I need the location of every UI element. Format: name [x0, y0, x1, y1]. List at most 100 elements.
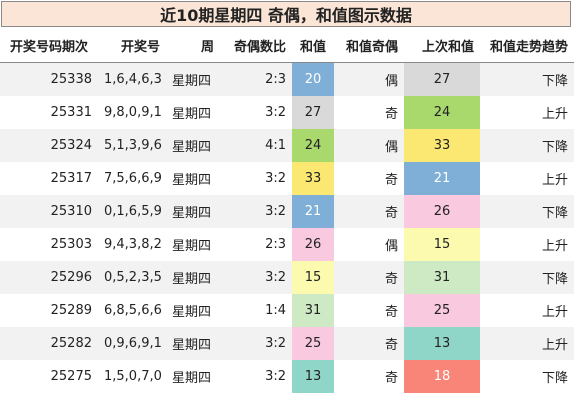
- cell-ratio: 4:1: [220, 129, 292, 162]
- table-row: 25303 9,4,3,8,2 星期四 2:3 26 偶 15 上升: [0, 228, 574, 261]
- cell-ratio: 2:3: [220, 228, 292, 261]
- cell-trend: 下降: [480, 129, 574, 162]
- cell-trend: 上升: [480, 228, 574, 261]
- cell-ratio: 3:2: [220, 261, 292, 294]
- cell-numbers: 9,4,3,8,2: [98, 228, 166, 261]
- cell-sum: 21: [292, 195, 334, 228]
- cell-weekday: 星期四: [166, 261, 220, 294]
- cell-trend: 下降: [480, 195, 574, 228]
- cell-parity: 偶: [334, 62, 404, 96]
- cell-sum: 13: [292, 360, 334, 393]
- header-weekday: 周: [166, 28, 220, 63]
- cell-numbers: 7,5,6,6,9: [98, 162, 166, 195]
- cell-issue: 25324: [0, 129, 98, 162]
- cell-issue: 25275: [0, 360, 98, 393]
- cell-prev-sum: 24: [404, 96, 480, 129]
- cell-issue: 25303: [0, 228, 98, 261]
- cell-ratio: 3:2: [220, 96, 292, 129]
- cell-sum: 15: [292, 261, 334, 294]
- cell-ratio: 1:4: [220, 294, 292, 327]
- table-row: 25317 7,5,6,6,9 星期四 3:2 33 奇 21 上升: [0, 162, 574, 195]
- cell-ratio: 2:3: [220, 62, 292, 96]
- cell-weekday: 星期四: [166, 294, 220, 327]
- cell-weekday: 星期四: [166, 96, 220, 129]
- cell-numbers: 0,5,2,3,5: [98, 261, 166, 294]
- cell-weekday: 星期四: [166, 195, 220, 228]
- cell-ratio: 3:2: [220, 327, 292, 360]
- cell-prev-sum: 21: [404, 162, 480, 195]
- cell-prev-sum: 18: [404, 360, 480, 393]
- cell-prev-sum: 27: [404, 62, 480, 96]
- cell-sum: 26: [292, 228, 334, 261]
- cell-prev-sum: 15: [404, 228, 480, 261]
- cell-issue: 25317: [0, 162, 98, 195]
- cell-ratio: 3:2: [220, 360, 292, 393]
- cell-weekday: 星期四: [166, 129, 220, 162]
- cell-prev-sum: 25: [404, 294, 480, 327]
- cell-parity: 奇: [334, 195, 404, 228]
- cell-weekday: 星期四: [166, 228, 220, 261]
- cell-trend: 上升: [480, 327, 574, 360]
- table-row: 25338 1,6,4,6,3 星期四 2:3 20 偶 27 下降: [0, 62, 574, 96]
- header-sum: 和值: [292, 28, 334, 63]
- cell-parity: 奇: [334, 294, 404, 327]
- cell-issue: 25282: [0, 327, 98, 360]
- header-row: 开奖号码期次 开奖号 周 奇偶数比 和值 和值奇偶 上次和值 和值走势趋势: [0, 28, 574, 63]
- cell-ratio: 3:2: [220, 195, 292, 228]
- cell-sum: 33: [292, 162, 334, 195]
- cell-trend: 下降: [480, 261, 574, 294]
- header-parity: 和值奇偶: [334, 28, 404, 63]
- cell-weekday: 星期四: [166, 360, 220, 393]
- cell-weekday: 星期四: [166, 327, 220, 360]
- cell-parity: 奇: [334, 261, 404, 294]
- cell-parity: 偶: [334, 129, 404, 162]
- cell-numbers: 1,5,0,7,0: [98, 360, 166, 393]
- table-row: 25275 1,5,0,7,0 星期四 3:2 13 奇 18 下降: [0, 360, 574, 393]
- header-trend: 和值走势趋势: [480, 28, 574, 63]
- table-row: 25331 9,8,0,9,1 星期四 3:2 27 奇 24 上升: [0, 96, 574, 129]
- cell-sum: 20: [292, 62, 334, 96]
- table-row: 25310 0,1,6,5,9 星期四 3:2 21 奇 26 下降: [0, 195, 574, 228]
- cell-trend: 上升: [480, 294, 574, 327]
- cell-parity: 奇: [334, 162, 404, 195]
- cell-ratio: 3:2: [220, 162, 292, 195]
- cell-trend: 下降: [480, 360, 574, 393]
- table-row: 25282 0,9,6,9,1 星期四 3:2 25 奇 13 上升: [0, 327, 574, 360]
- header-issue: 开奖号码期次: [0, 28, 98, 63]
- cell-prev-sum: 33: [404, 129, 480, 162]
- cell-parity: 奇: [334, 360, 404, 393]
- table-row: 25296 0,5,2,3,5 星期四 3:2 15 奇 31 下降: [0, 261, 574, 294]
- cell-issue: 25289: [0, 294, 98, 327]
- cell-issue: 25310: [0, 195, 98, 228]
- cell-issue: 25338: [0, 62, 98, 96]
- cell-numbers: 9,8,0,9,1: [98, 96, 166, 129]
- cell-parity: 奇: [334, 96, 404, 129]
- cell-trend: 上升: [480, 162, 574, 195]
- cell-trend: 上升: [480, 96, 574, 129]
- cell-prev-sum: 31: [404, 261, 480, 294]
- cell-trend: 下降: [480, 62, 574, 96]
- cell-prev-sum: 13: [404, 327, 480, 360]
- cell-weekday: 星期四: [166, 62, 220, 96]
- cell-numbers: 0,9,6,9,1: [98, 327, 166, 360]
- header-ratio: 奇偶数比: [220, 28, 292, 63]
- cell-parity: 偶: [334, 228, 404, 261]
- cell-sum: 31: [292, 294, 334, 327]
- page-title: 近10期星期四 奇偶，和值图示数据: [1, 1, 571, 27]
- table-row: 25289 6,8,5,6,6 星期四 1:4 31 奇 25 上升: [0, 294, 574, 327]
- cell-issue: 25331: [0, 96, 98, 129]
- cell-issue: 25296: [0, 261, 98, 294]
- header-numbers: 开奖号: [98, 28, 166, 63]
- cell-weekday: 星期四: [166, 162, 220, 195]
- cell-sum: 25: [292, 327, 334, 360]
- cell-numbers: 0,1,6,5,9: [98, 195, 166, 228]
- cell-numbers: 5,1,3,9,6: [98, 129, 166, 162]
- header-prev-sum: 上次和值: [404, 28, 480, 63]
- cell-numbers: 1,6,4,6,3: [98, 62, 166, 96]
- cell-parity: 奇: [334, 327, 404, 360]
- cell-sum: 27: [292, 96, 334, 129]
- table-row: 25324 5,1,3,9,6 星期四 4:1 24 偶 33 下降: [0, 129, 574, 162]
- cell-sum: 24: [292, 129, 334, 162]
- cell-numbers: 6,8,5,6,6: [98, 294, 166, 327]
- cell-prev-sum: 26: [404, 195, 480, 228]
